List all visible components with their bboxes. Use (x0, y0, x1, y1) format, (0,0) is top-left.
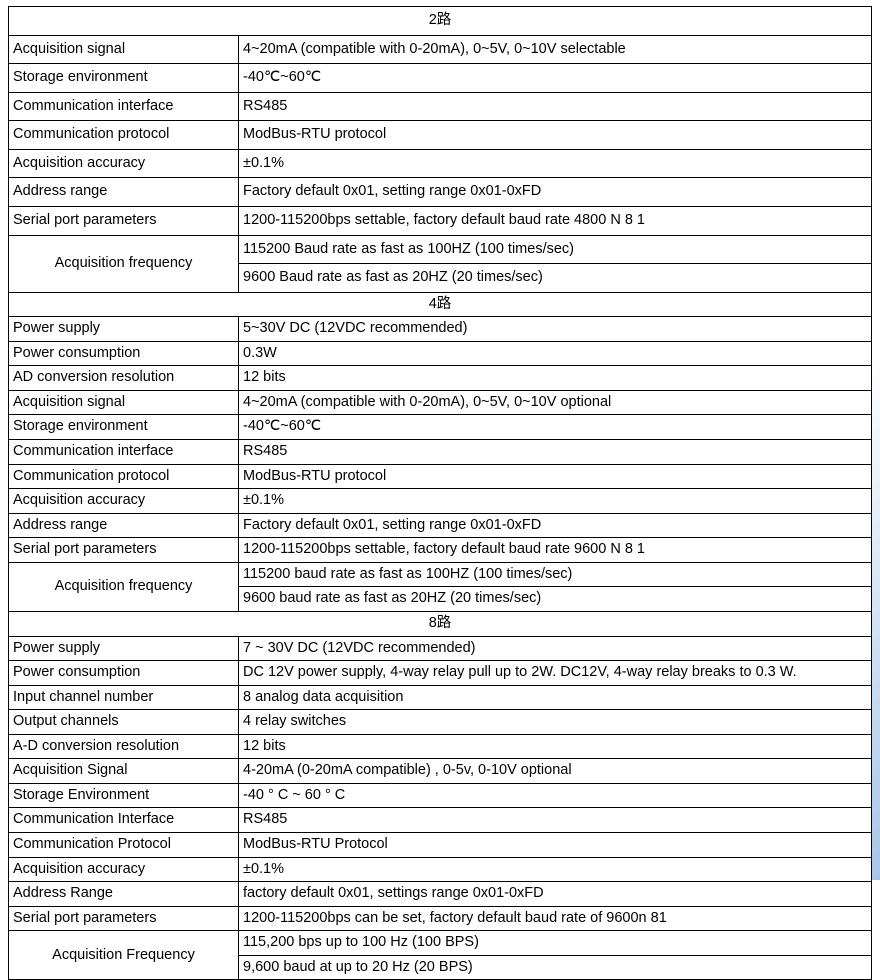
row-value: -40 ° C ~ 60 ° C (239, 783, 872, 808)
row-label: Communication interface (9, 92, 239, 121)
row-value: 1200-115200bps can be set, factory defau… (239, 906, 872, 931)
row-value: Factory default 0x01, setting range 0x01… (239, 513, 872, 538)
row-value: ModBus-RTU protocol (239, 464, 872, 489)
row-label: Acquisition frequency (9, 235, 239, 292)
row-label: Serial port parameters (9, 538, 239, 563)
row-value: 1200-115200bps settable, factory default… (239, 206, 872, 235)
row-value: ±0.1% (239, 489, 872, 514)
row-label: Address Range (9, 882, 239, 907)
section-header: 2路 (9, 7, 872, 36)
row-value: factory default 0x01, settings range 0x0… (239, 882, 872, 907)
row-label: Communication interface (9, 440, 239, 465)
row-label: Acquisition signal (9, 35, 239, 64)
row-value: 12 bits (239, 734, 872, 759)
row-value: 4~20mA (compatible with 0-20mA), 0~5V, 0… (239, 35, 872, 64)
row-label: Power supply (9, 317, 239, 342)
row-value: Factory default 0x01, setting range 0x01… (239, 178, 872, 207)
row-label: Acquisition signal (9, 390, 239, 415)
row-label: Serial port parameters (9, 906, 239, 931)
row-label: Communication Protocol (9, 833, 239, 858)
row-value: -40℃~60℃ (239, 64, 872, 93)
row-value: RS485 (239, 92, 872, 121)
row-label: Storage environment (9, 64, 239, 93)
row-label: Storage environment (9, 415, 239, 440)
row-value: 0.3W (239, 341, 872, 366)
row-value: 4-20mA (0-20mA compatible) , 0-5v, 0-10V… (239, 759, 872, 784)
row-value: ±0.1% (239, 149, 872, 178)
row-value: RS485 (239, 808, 872, 833)
row-value: 9600 baud rate as fast as 20HZ (20 times… (239, 587, 872, 612)
row-value: 12 bits (239, 366, 872, 391)
section-header: 4路 (9, 292, 872, 317)
row-value: DC 12V power supply, 4-way relay pull up… (239, 661, 872, 686)
row-value: 4~20mA (compatible with 0-20mA), 0~5V, 0… (239, 390, 872, 415)
spec-table: 2路Acquisition signal4~20mA (compatible w… (8, 6, 872, 980)
row-label: Storage Environment (9, 783, 239, 808)
row-value: ModBus-RTU Protocol (239, 833, 872, 858)
row-value: 115200 Baud rate as fast as 100HZ (100 t… (239, 235, 872, 264)
row-value: 8 analog data acquisition (239, 685, 872, 710)
row-value: 9600 Baud rate as fast as 20HZ (20 times… (239, 264, 872, 293)
row-label: AD conversion resolution (9, 366, 239, 391)
row-value: 115,200 bps up to 100 Hz (100 BPS) (239, 931, 872, 956)
row-value: 5~30V DC (12VDC recommended) (239, 317, 872, 342)
row-value: 9,600 baud at up to 20 Hz (20 BPS) (239, 955, 872, 980)
row-label: Acquisition Frequency (9, 931, 239, 980)
row-label: Communication Interface (9, 808, 239, 833)
row-value: RS485 (239, 440, 872, 465)
row-label: Acquisition accuracy (9, 489, 239, 514)
row-label: Serial port parameters (9, 206, 239, 235)
row-value: -40℃~60℃ (239, 415, 872, 440)
row-value: ±0.1% (239, 857, 872, 882)
row-label: Power supply (9, 636, 239, 661)
row-label: Acquisition accuracy (9, 149, 239, 178)
row-label: Input channel number (9, 685, 239, 710)
row-label: Acquisition frequency (9, 562, 239, 611)
row-label: Address range (9, 513, 239, 538)
section-header: 8路 (9, 611, 872, 636)
row-label: Address range (9, 178, 239, 207)
row-label: Acquisition accuracy (9, 857, 239, 882)
row-value: 4 relay switches (239, 710, 872, 735)
row-value: ModBus-RTU protocol (239, 121, 872, 150)
row-label: Output channels (9, 710, 239, 735)
row-label: Communication protocol (9, 464, 239, 489)
row-label: Communication protocol (9, 121, 239, 150)
row-label: A-D conversion resolution (9, 734, 239, 759)
row-value: 115200 baud rate as fast as 100HZ (100 t… (239, 562, 872, 587)
row-label: Power consumption (9, 661, 239, 686)
row-value: 1200-115200bps settable, factory default… (239, 538, 872, 563)
row-label: Acquisition Signal (9, 759, 239, 784)
row-label: Power consumption (9, 341, 239, 366)
row-value: 7 ~ 30V DC (12VDC recommended) (239, 636, 872, 661)
